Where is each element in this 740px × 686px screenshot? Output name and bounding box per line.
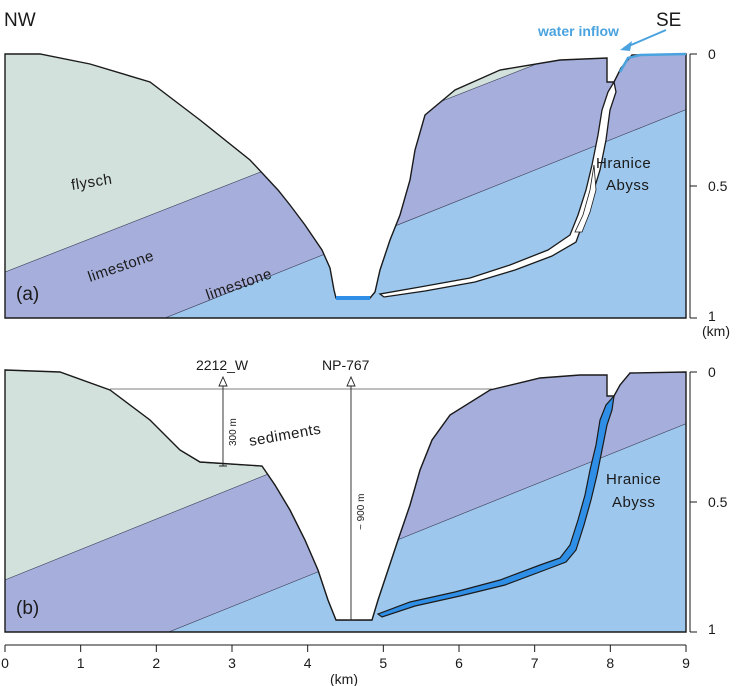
water-pool-a [336, 296, 370, 300]
distance-tick-label: 1 [77, 655, 85, 671]
depth-tick-b-1: 1 [708, 621, 716, 637]
se-label: SE [656, 10, 681, 31]
hranice-abyss-shaft-a [378, 80, 617, 298]
water-inflow-label: water inflow [537, 23, 619, 39]
depth-unit-a: (km) [702, 323, 730, 339]
terrain-outline-b [4, 369, 687, 633]
panel-b-label: (b) [16, 598, 39, 619]
distance-tick-label: 4 [304, 655, 312, 671]
water-inflow-path [618, 52, 687, 73]
depth-tick-b-05: 0.5 [708, 494, 728, 510]
distance-tick-label: 5 [379, 655, 387, 671]
borehole-2212w-depth: 300 m [228, 418, 239, 446]
distance-tick-label: 7 [531, 655, 539, 671]
flysch-label: flysch [70, 171, 113, 194]
panel-a-label: (a) [16, 284, 39, 305]
borehole-2212w-marker [218, 375, 228, 387]
nw-label: NW [4, 10, 36, 31]
borehole-np767-label: NP-767 [322, 357, 370, 373]
abyss-label-line1-b: Hranice [606, 471, 661, 488]
distance-axis: 0 1 2 3 4 5 6 7 8 9 (km) [1, 644, 690, 686]
distance-tick-label: 6 [455, 655, 463, 671]
panel-a: NW SE water inflow flysch limestone lime… [4, 10, 730, 339]
borehole-np767-marker [346, 375, 356, 387]
borehole-np767-depth: ~ 900 m [356, 494, 367, 530]
depth-tick-b-0: 0 [708, 364, 716, 380]
distance-tick-label: 9 [682, 655, 690, 671]
sediments-label: sediments [248, 421, 323, 450]
distance-tick-label: 2 [152, 655, 160, 671]
depth-tick-a-1: 1 [708, 308, 716, 324]
terrain-outline-a [4, 53, 687, 319]
abyss-label-line2-b: Abyss [612, 494, 655, 511]
panel-b: 2212_W NP-767 300 m ~ 900 m sediments Hr… [4, 357, 728, 637]
hranice-abyss-flooded-b [376, 394, 615, 618]
abyss-label-line2-a: Abyss [606, 177, 649, 194]
abyss-label-line1-a: Hranice [596, 155, 651, 172]
distance-tick-label: 8 [606, 655, 614, 671]
depth-tick-a-0: 0 [708, 46, 716, 62]
depth-tick-a-05: 0.5 [708, 178, 728, 194]
distance-tick-label: 3 [228, 655, 236, 671]
distance-unit: (km) [330, 671, 358, 686]
distance-tick-label: 0 [1, 655, 9, 671]
borehole-2212w-label: 2212_W [196, 357, 249, 373]
